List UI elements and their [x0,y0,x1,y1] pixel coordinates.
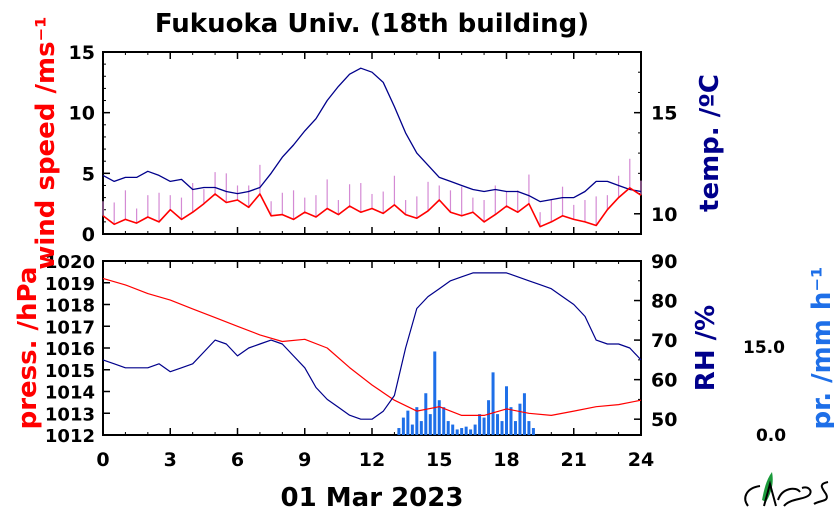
precip-bar [505,386,508,435]
x-tick-labels-layer: 0 3 6 9 12 15 18 21 24 [96,449,654,471]
precip-bar [455,429,459,435]
precip-bar [473,424,477,435]
pressure-tick-label: 1017 [45,317,95,338]
precip-bar [415,407,419,435]
upper-ticks-layer: 0 5 10 15 10 15 [69,42,678,246]
precip-bar [500,421,504,435]
rh-tick-label: 60 [651,370,677,392]
precip-bar [406,410,410,435]
x-tick-label: 0 [96,449,109,471]
x-tick-label: 9 [298,449,311,471]
precip-axis-label: pr. /mm h⁻¹ [807,266,834,429]
series-layer [102,67,642,420]
precip-bar [482,417,486,435]
precip-bar [460,428,464,435]
temp-axis-label: temp. /ºC [695,74,725,212]
precip-bar [513,421,517,435]
precip-tick-high: 15.0 [743,338,785,358]
precip-bar [397,428,401,435]
precip-bar [437,400,441,435]
rh-axis-label: RH /% [691,305,721,391]
wind-tick-label: 5 [82,163,95,185]
precip-bar [496,414,500,435]
x-tick-label: 15 [426,449,452,471]
precip-bar [464,426,468,435]
precip-bar [451,424,455,435]
pressure-tick-label: 1014 [45,383,95,404]
precip-bar [424,393,428,435]
pressure-tick-label: 1019 [45,274,95,295]
wind-speed-line [102,187,642,228]
precip-bar [433,351,437,435]
pressure-tick-label: 1013 [45,404,95,425]
x-tick-label: 21 [561,449,587,471]
x-tick-label: 24 [628,449,654,471]
x-tick-label: 6 [231,449,244,471]
temp-tick-label: 15 [651,103,677,125]
pressure-axis-label: press. /hPa [13,267,43,430]
precip-bar [478,414,482,435]
x-tick-label: 18 [493,449,519,471]
date-label: 01 Mar 2023 [281,483,464,513]
precip-bar [469,429,473,435]
precip-bar [491,372,495,435]
temperature-line [102,67,642,203]
rh-tick-label: 80 [651,291,677,313]
precip-bar [527,421,531,435]
wind-tick-label: 10 [69,103,95,125]
rh-tick-label: 50 [651,409,677,431]
precip-bar [442,407,446,435]
precip-bar [401,417,405,435]
pressure-tick-label: 1018 [45,296,95,317]
precip-bar [509,407,513,435]
precip-tick-zero: 0.0 [756,426,786,446]
rh-tick-label: 70 [651,330,677,352]
x-tick-label: 12 [359,449,385,471]
wind-tick-label: 15 [69,42,95,64]
x-tick-label: 3 [164,449,177,471]
wind-tick-label: 0 [82,224,95,246]
pressure-tick-label: 1020 [45,252,95,273]
chart-title: Fukuoka Univ. (18th building) [155,9,589,39]
lower-panel-frame [102,260,642,436]
rh-tick-label: 90 [651,251,677,273]
pressure-tick-label: 1016 [45,339,95,360]
pressure-tick-label: 1015 [45,361,95,382]
precip-bar [531,428,535,435]
wind-axis-label: wind speed /ms⁻¹ [31,16,61,269]
pressure-line [102,277,642,416]
precip-bar [518,403,522,435]
precip-bars-layer [397,351,535,435]
temp-tick-label: 10 [651,204,677,226]
precip-bar [428,414,432,435]
rh-line [102,272,642,420]
pressure-tick-label: 1012 [45,426,95,447]
precip-bar [487,400,491,435]
precip-bar [446,421,450,435]
precip-bar [522,393,526,435]
nies-logo [744,472,829,507]
precip-bar [410,424,414,435]
precip-bar [419,421,423,435]
